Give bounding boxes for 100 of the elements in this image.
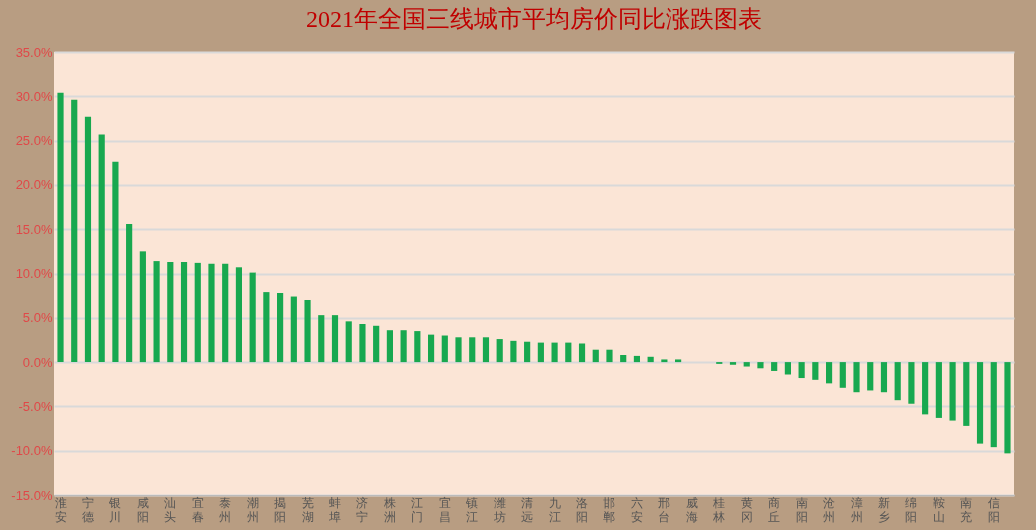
bar [524, 341, 531, 363]
bar [853, 362, 860, 393]
bar [263, 292, 270, 363]
x-tick-label: 镇江 [465, 495, 479, 524]
bar [373, 325, 380, 363]
bar [400, 330, 407, 363]
x-tick-label: 桂林 [712, 495, 726, 524]
bar [290, 296, 297, 363]
x-tick-label: 六安 [630, 495, 643, 524]
x-tick-label: 芜湖 [301, 495, 314, 524]
x-tick-label: 新乡 [877, 495, 890, 524]
bar [427, 334, 435, 363]
bar [180, 261, 188, 363]
bar [592, 349, 599, 363]
bar [318, 315, 325, 363]
x-tick-label: 鞍山 [932, 495, 945, 524]
y-tick-label: 10.0% [15, 266, 53, 281]
bar [208, 263, 215, 363]
bar [249, 272, 256, 363]
x-tick-label: 株洲 [382, 495, 396, 524]
bar [963, 362, 970, 426]
bar [235, 267, 243, 363]
bar [578, 343, 586, 363]
bar [455, 337, 462, 363]
x-tick-label: 宜昌 [438, 495, 451, 524]
y-tick-label: 35.0% [15, 44, 53, 60]
bar [812, 362, 819, 380]
bar [661, 359, 668, 363]
x-tick-label: 绵阳 [905, 495, 918, 524]
bar [98, 134, 105, 363]
bar [880, 362, 888, 393]
x-tick-label: 济宁 [356, 495, 369, 524]
bar [976, 362, 984, 444]
x-tick-label: 潍坊 [492, 495, 506, 524]
bar [482, 337, 490, 363]
x-tick-label: 威海 [685, 495, 698, 524]
x-tick-label: 泰州 [219, 495, 232, 524]
bar [894, 362, 901, 401]
bar [537, 342, 544, 363]
bar [949, 362, 956, 421]
bar [1004, 362, 1011, 454]
x-tick-label: 南阳 [795, 495, 808, 524]
bar [194, 262, 201, 363]
bar [908, 362, 915, 404]
bar [153, 261, 160, 363]
bar [990, 362, 997, 448]
chart-title: 2021年全国三线城市平均房价同比涨跌图表 [306, 6, 762, 32]
x-tick-label: 沧州 [823, 495, 836, 524]
bar [743, 362, 750, 367]
y-tick-label: -5.0% [18, 398, 53, 414]
x-tick-label: 宜春 [191, 495, 204, 524]
bar [386, 330, 393, 363]
bar [84, 116, 92, 363]
bar [922, 362, 929, 415]
bar [551, 342, 558, 363]
bar [126, 223, 133, 363]
y-tick-label: 5.0% [22, 310, 53, 326]
y-tick-label: 30.0% [15, 88, 53, 104]
x-tick-label: 蚌埠 [328, 495, 341, 524]
bar [57, 92, 64, 363]
bar [414, 331, 421, 363]
bar [167, 261, 174, 363]
y-tick-label: 0.0% [22, 354, 53, 370]
y-tick-label: 25.0% [15, 133, 53, 149]
x-tick-label: 银川 [108, 495, 122, 524]
bar [441, 335, 448, 363]
bar [757, 362, 764, 369]
bar [784, 362, 791, 375]
x-tick-label: 咸阳 [136, 495, 149, 524]
bar [729, 362, 737, 365]
bar [469, 337, 476, 363]
bar [798, 362, 805, 379]
bar [839, 362, 846, 388]
x-tick-label: 南充 [960, 495, 973, 524]
bar [510, 340, 517, 363]
x-tick-label: 邯郸 [603, 495, 616, 524]
bar [496, 339, 503, 363]
x-tick-label: 漳州 [850, 495, 863, 524]
bar [71, 99, 78, 363]
x-tick-label: 潮州 [246, 495, 259, 524]
bar [139, 251, 146, 363]
x-tick-label: 汕头 [164, 495, 177, 524]
bar [112, 161, 119, 363]
bar [222, 263, 229, 363]
x-tick-label: 宁德 [81, 495, 94, 524]
x-tick-label: 邢台 [658, 495, 671, 524]
bar [675, 359, 682, 363]
bar [825, 362, 833, 384]
bar [606, 349, 613, 363]
bar [277, 292, 284, 363]
y-tick-label: 20.0% [15, 177, 53, 193]
x-tick-label: 商丘 [768, 495, 781, 524]
x-tick-label: 淮安 [54, 495, 67, 524]
bar [359, 324, 366, 363]
bar [647, 356, 654, 363]
x-tick-label: 九江 [548, 495, 561, 524]
x-tick-label: 江门 [411, 495, 424, 524]
bar [331, 315, 339, 363]
x-tick-label: 洛阳 [576, 495, 589, 524]
y-tick-label: -10.0% [11, 443, 53, 459]
